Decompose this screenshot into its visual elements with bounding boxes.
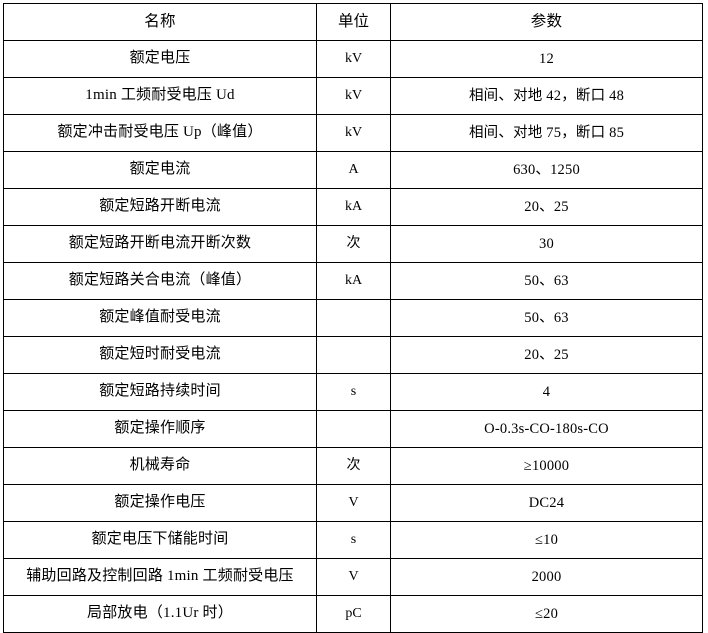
- cell-unit: kA: [316, 188, 391, 226]
- cell-parameter: 30: [390, 225, 703, 263]
- cell-parameter: 相间、对地 75，断口 85: [390, 114, 703, 152]
- cell-parameter: 2000: [390, 558, 703, 596]
- table-row: 1min 工频耐受电压 Ud kV 相间、对地 42，断口 48: [3, 77, 703, 115]
- cell-name: 额定短路开断电流: [3, 188, 317, 226]
- table-row: 额定短路开断电流 kA 20、25: [3, 188, 703, 226]
- cell-name: 额定冲击耐受电压 Up（峰值）: [3, 114, 317, 152]
- cell-parameter: O-0.3s-CO-180s-CO: [390, 410, 703, 448]
- cell-unit: kA: [316, 262, 391, 300]
- table-row: 额定短路持续时间 s 4: [3, 373, 703, 411]
- cell-unit: A: [316, 151, 391, 189]
- table-row: 额定操作电压 V DC24: [3, 484, 703, 522]
- cell-name: 额定短路开断电流开断次数: [3, 225, 317, 263]
- table-row: 额定电压 kV 12: [3, 40, 703, 78]
- table-row: 局部放电（1.1Ur 时） pC ≤20: [3, 595, 703, 633]
- table-header: 名称 单位 参数: [3, 3, 703, 41]
- table-row: 额定操作顺序 O-0.3s-CO-180s-CO: [3, 410, 703, 448]
- cell-unit: [316, 410, 391, 448]
- cell-name: 辅助回路及控制回路 1min 工频耐受电压: [3, 558, 317, 596]
- table-header-row: 名称 单位 参数: [3, 3, 703, 41]
- cell-unit: 次: [316, 447, 391, 485]
- cell-name: 机械寿命: [3, 447, 317, 485]
- cell-unit: [316, 336, 391, 374]
- cell-name: 额定峰值耐受电流: [3, 299, 317, 337]
- table-row: 额定短路关合电流（峰值） kA 50、63: [3, 262, 703, 300]
- cell-name: 额定短路关合电流（峰值）: [3, 262, 317, 300]
- column-header-unit: 单位: [316, 3, 391, 41]
- cell-parameter: 50、63: [390, 262, 703, 300]
- cell-parameter: ≥10000: [390, 447, 703, 485]
- table-row: 机械寿命次 ≥10000: [3, 447, 703, 485]
- cell-unit: [316, 299, 391, 337]
- table-row: 辅助回路及控制回路 1min 工频耐受电压 V 2000: [3, 558, 703, 596]
- cell-name: 额定电压下储能时间: [3, 521, 317, 559]
- cell-parameter: 20、25: [390, 336, 703, 374]
- cell-unit: V: [316, 558, 391, 596]
- specification-table: 名称 单位 参数 额定电压 kV 12 1min 工频耐受电压 Ud kV 相间、对地 4…: [3, 3, 703, 633]
- cell-name: 额定电压: [3, 40, 317, 78]
- cell-parameter: 20、25: [390, 188, 703, 226]
- cell-unit: kV: [316, 114, 391, 152]
- cell-name: 额定电流: [3, 151, 317, 189]
- cell-unit: kV: [316, 77, 391, 115]
- cell-unit: s: [316, 521, 391, 559]
- table-row: 额定电流 A 630、1250: [3, 151, 703, 189]
- table-row: 额定短时耐受电流 20、25: [3, 336, 703, 374]
- cell-unit: 次: [316, 225, 391, 263]
- cell-parameter: 12: [390, 40, 703, 78]
- cell-unit: V: [316, 484, 391, 522]
- table-row: 额定短路开断电流开断次数次 30: [3, 225, 703, 263]
- cell-parameter: DC24: [390, 484, 703, 522]
- column-header-parameter: 参数: [390, 3, 703, 41]
- cell-unit: kV: [316, 40, 391, 78]
- cell-parameter: 4: [390, 373, 703, 411]
- cell-name: 额定操作顺序: [3, 410, 317, 448]
- cell-parameter: ≤20: [390, 595, 703, 633]
- table-row: 额定电压下储能时间 s ≤10: [3, 521, 703, 559]
- cell-name: 1min 工频耐受电压 Ud: [3, 77, 317, 115]
- table-row: 额定峰值耐受电流 50、63: [3, 299, 703, 337]
- table-row: 额定冲击耐受电压 Up（峰值） kV 相间、对地 75，断口 85: [3, 114, 703, 152]
- cell-name: 额定短时耐受电流: [3, 336, 317, 374]
- table-body: 额定电压 kV 12 1min 工频耐受电压 Ud kV 相间、对地 42，断口 48 额定…: [3, 40, 703, 633]
- cell-unit: pC: [316, 595, 391, 633]
- column-header-name: 名称: [3, 3, 317, 41]
- cell-name: 额定操作电压: [3, 484, 317, 522]
- cell-unit: s: [316, 373, 391, 411]
- specification-sheet: 名称 单位 参数 额定电压 kV 12 1min 工频耐受电压 Ud kV 相间、对地 4…: [3, 3, 703, 633]
- cell-name: 额定短路持续时间: [3, 373, 317, 411]
- cell-parameter: 630、1250: [390, 151, 703, 189]
- cell-parameter: ≤10: [390, 521, 703, 559]
- cell-parameter: 相间、对地 42，断口 48: [390, 77, 703, 115]
- cell-parameter: 50、63: [390, 299, 703, 337]
- cell-name: 局部放电（1.1Ur 时）: [3, 595, 317, 633]
